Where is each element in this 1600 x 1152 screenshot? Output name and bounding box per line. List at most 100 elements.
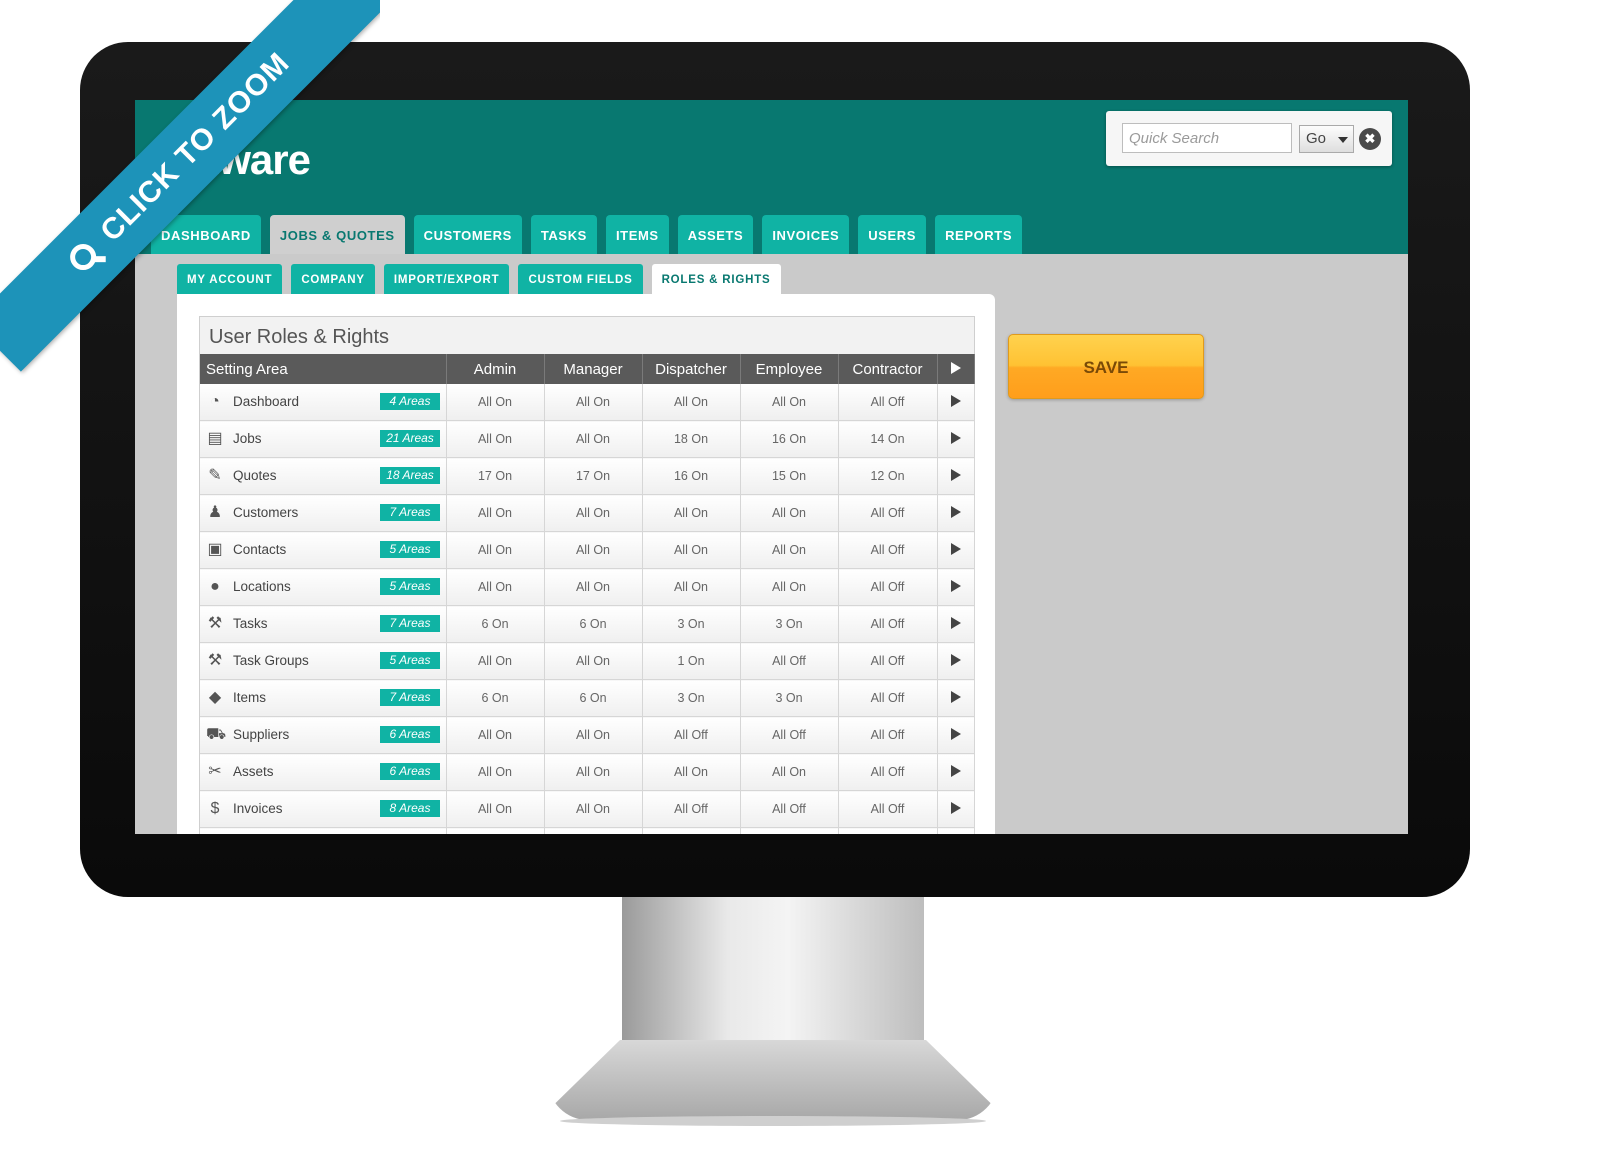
permission-cell-manager[interactable]: All On	[544, 384, 643, 421]
table-row[interactable]: ⚒ Task Groups 5 Areas All On All On 1 On All O…	[200, 642, 975, 680]
permission-cell-dispatcher[interactable]: 1 On	[642, 642, 741, 680]
permission-cell-manager[interactable]: All On	[544, 716, 643, 754]
permission-cell-contractor[interactable]: All Off	[838, 679, 938, 717]
subtab-roles-rights[interactable]: ROLES & RIGHTS	[651, 264, 781, 295]
row-expand-button[interactable]	[937, 420, 975, 458]
play-arrow-icon[interactable]	[950, 505, 961, 518]
permission-cell-dispatcher[interactable]: 16 On	[642, 457, 741, 495]
permission-cell-employee[interactable]: All On	[740, 753, 839, 791]
permission-cell-contractor[interactable]: All Off	[838, 716, 938, 754]
table-row[interactable]: ⛟ Suppliers 6 Areas All On All On All Off All …	[200, 716, 975, 754]
permission-cell-manager[interactable]: 6 On	[544, 679, 643, 717]
areas-count-badge[interactable]: 18 Areas	[380, 467, 440, 484]
row-expand-button[interactable]	[937, 494, 975, 532]
areas-count-badge[interactable]: 5 Areas	[380, 578, 440, 595]
setting-area-cell[interactable]: ✂ Assets 6 Areas	[200, 753, 447, 791]
row-expand-button[interactable]	[937, 457, 975, 495]
setting-area-cell[interactable]: $ Invoices 8 Areas	[200, 790, 447, 828]
permission-cell-admin[interactable]: All On	[446, 753, 545, 791]
permission-cell-manager[interactable]: All On	[544, 494, 643, 532]
table-row[interactable]: ⚒ Tasks 7 Areas 6 On 6 On 3 On 3 On All Off	[200, 605, 975, 643]
areas-count-badge[interactable]: 7 Areas	[380, 689, 440, 706]
areas-count-badge[interactable]: 7 Areas	[380, 615, 440, 632]
areas-count-badge[interactable]: 6 Areas	[380, 763, 440, 780]
permission-cell-dispatcher[interactable]: 3 On	[642, 679, 741, 717]
play-arrow-icon[interactable]	[950, 616, 961, 629]
permission-cell-dispatcher[interactable]: All On	[642, 531, 741, 569]
permission-cell-admin[interactable]: All On	[446, 531, 545, 569]
tab-tasks[interactable]: TASKS	[530, 215, 597, 254]
permission-cell-employee[interactable]: All Off	[740, 716, 839, 754]
permission-cell-admin[interactable]	[446, 827, 545, 834]
setting-area-cell[interactable]: ✎ Quotes 18 Areas	[200, 457, 447, 495]
row-expand-button[interactable]	[937, 827, 975, 834]
setting-area-cell[interactable]: ● Locations 5 Areas	[200, 568, 447, 606]
permission-cell-contractor[interactable]	[838, 827, 938, 834]
table-row[interactable]: $ Invoices 8 Areas All On All On All Off All O…	[200, 790, 975, 828]
setting-area-cell[interactable]: ⚒ Tasks 7 Areas	[200, 605, 447, 643]
permission-cell-admin[interactable]: All On	[446, 494, 545, 532]
go-button[interactable]: Go	[1299, 125, 1333, 153]
permission-cell-admin[interactable]: 6 On	[446, 605, 545, 643]
permission-cell-admin[interactable]: 17 On	[446, 457, 545, 495]
permission-cell-dispatcher[interactable]: 18 On	[642, 420, 741, 458]
permission-cell-dispatcher[interactable]: All On	[642, 494, 741, 532]
table-row[interactable]: ▣ Contacts 5 Areas All On All On All On All On…	[200, 531, 975, 569]
permission-cell-dispatcher[interactable]	[642, 827, 741, 834]
subtab-my-account[interactable]: MY ACCOUNT	[177, 264, 283, 294]
play-arrow-icon[interactable]	[950, 431, 961, 444]
permission-cell-admin[interactable]: All On	[446, 790, 545, 828]
permission-cell-manager[interactable]: All On	[544, 753, 643, 791]
row-expand-button[interactable]	[937, 384, 975, 421]
tab-assets[interactable]: ASSETS	[677, 215, 754, 254]
permission-cell-contractor[interactable]: All Off	[838, 753, 938, 791]
areas-count-badge[interactable]: 5 Areas	[380, 652, 440, 669]
permission-cell-manager[interactable]: 6 On	[544, 605, 643, 643]
areas-count-badge[interactable]: 4 Areas	[380, 393, 440, 410]
areas-count-badge[interactable]: 21 Areas	[380, 430, 440, 447]
subtab-import-export[interactable]: IMPORT/EXPORT	[383, 264, 510, 294]
permission-cell-employee[interactable]: All On	[740, 568, 839, 606]
row-expand-button[interactable]	[937, 790, 975, 828]
row-expand-button[interactable]	[937, 716, 975, 754]
permission-cell-admin[interactable]: 6 On	[446, 679, 545, 717]
play-arrow-icon[interactable]	[950, 801, 961, 814]
tab-reports[interactable]: REPORTS	[935, 215, 1023, 254]
permission-cell-employee[interactable]: 15 On	[740, 457, 839, 495]
permission-cell-employee[interactable]: All Off	[740, 642, 839, 680]
subtab-custom-fields[interactable]: CUSTOM FIELDS	[518, 264, 643, 294]
table-row[interactable]: ▤ Jobs 21 Areas All On All On 18 On 16 On 14 On	[200, 420, 975, 458]
row-expand-button[interactable]	[937, 753, 975, 791]
areas-count-badge[interactable]: 6 Areas	[380, 726, 440, 743]
table-row[interactable]: ◔ Dashboard 4 Areas All On All On All On All O…	[200, 384, 975, 421]
permission-cell-employee[interactable]: All On	[740, 494, 839, 532]
play-arrow-icon[interactable]	[950, 542, 961, 555]
setting-area-cell[interactable]: ♟ Customers 7 Areas	[200, 494, 447, 532]
permission-cell-manager[interactable]: All On	[544, 568, 643, 606]
save-button[interactable]: SAVE	[1008, 334, 1204, 399]
areas-count-badge[interactable]: 5 Areas	[380, 541, 440, 558]
permission-cell-employee[interactable]: 3 On	[740, 605, 839, 643]
table-row[interactable]: ♟ Customers 7 Areas All On All On All On All O…	[200, 494, 975, 532]
permission-cell-manager[interactable]	[544, 827, 643, 834]
table-row[interactable]: ✎ Quotes 18 Areas 17 On 17 On 16 On 15 On 12 On	[200, 457, 975, 495]
setting-area-cell[interactable]: ▣ Contacts 5 Areas	[200, 531, 447, 569]
permission-cell-contractor[interactable]: All Off	[838, 531, 938, 569]
permission-cell-dispatcher[interactable]: All Off	[642, 790, 741, 828]
permission-cell-manager[interactable]: All On	[544, 790, 643, 828]
tab-users[interactable]: USERS	[858, 215, 927, 254]
quick-search-input[interactable]	[1122, 123, 1292, 153]
table-row[interactable]: ✂ Assets 6 Areas All On All On All On All On Al…	[200, 753, 975, 791]
tab-invoices[interactable]: INVOICES	[762, 215, 850, 254]
permission-cell-employee[interactable]	[740, 827, 839, 834]
tab-jobs-quotes[interactable]: JOBS & QUOTES	[269, 215, 405, 254]
permission-cell-contractor[interactable]: All Off	[838, 384, 938, 421]
permission-cell-admin[interactable]: All On	[446, 420, 545, 458]
play-arrow-icon[interactable]	[950, 394, 961, 407]
permission-cell-manager[interactable]: All On	[544, 420, 643, 458]
permission-cell-dispatcher[interactable]: All On	[642, 384, 741, 421]
tab-items[interactable]: ITEMS	[605, 215, 669, 254]
permission-cell-employee[interactable]: All On	[740, 531, 839, 569]
play-arrow-icon[interactable]	[950, 468, 961, 481]
play-arrow-icon[interactable]	[950, 579, 961, 592]
